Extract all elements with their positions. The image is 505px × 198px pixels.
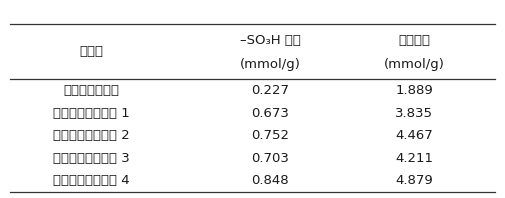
Text: 4.467: 4.467 — [395, 129, 433, 142]
Text: 0.752: 0.752 — [251, 129, 289, 142]
Text: –SO₃H 含量: –SO₃H 含量 — [240, 34, 300, 47]
Text: 3.835: 3.835 — [395, 107, 433, 120]
Text: (mmol/g): (mmol/g) — [384, 58, 444, 71]
Text: 总酸含量: 总酸含量 — [398, 34, 430, 47]
Text: 催化剑: 催化剑 — [79, 45, 103, 58]
Text: 0.703: 0.703 — [251, 152, 289, 165]
Text: (mmol/g): (mmol/g) — [240, 58, 300, 71]
Text: 4.879: 4.879 — [395, 174, 433, 187]
Text: 鱼骨复合型固体酸 3: 鱼骨复合型固体酸 3 — [53, 152, 129, 165]
Text: 碳化高白鲑鱼骨: 碳化高白鲑鱼骨 — [63, 84, 119, 97]
Text: 0.227: 0.227 — [251, 84, 289, 97]
Text: 鱼骨复合型固体酸 1: 鱼骨复合型固体酸 1 — [53, 107, 129, 120]
Text: 1.889: 1.889 — [395, 84, 433, 97]
Text: 鱼骨复合型固体酸 2: 鱼骨复合型固体酸 2 — [53, 129, 129, 142]
Text: 鱼骨复合型固体酸 4: 鱼骨复合型固体酸 4 — [53, 174, 129, 187]
Text: 0.848: 0.848 — [251, 174, 289, 187]
Text: 0.673: 0.673 — [251, 107, 289, 120]
Text: 4.211: 4.211 — [395, 152, 433, 165]
